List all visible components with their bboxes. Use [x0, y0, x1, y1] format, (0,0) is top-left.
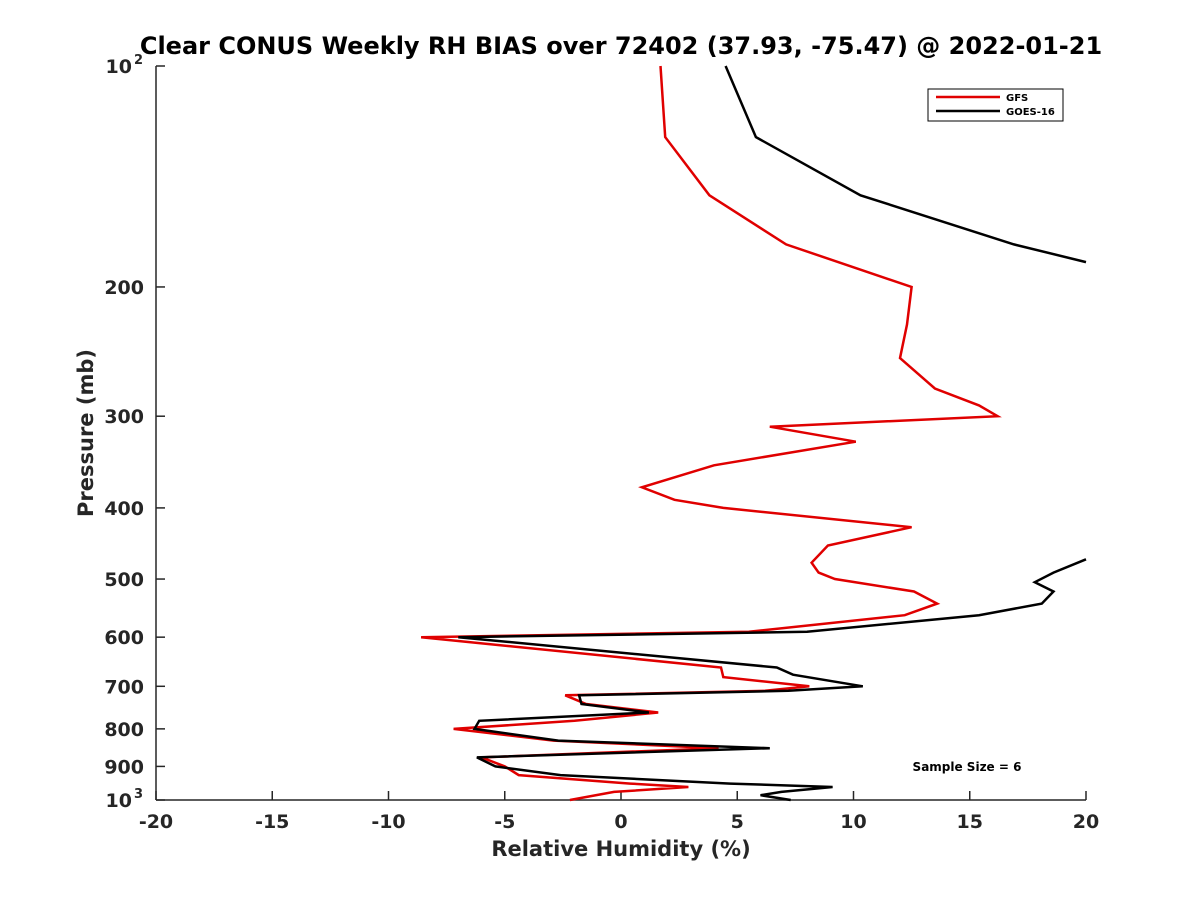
y-tick-label-0: 10 — [106, 56, 132, 78]
y-tick-label-6: 700 — [104, 676, 144, 698]
x-axis-label: Relative Humidity (%) — [491, 837, 750, 861]
x-tick-label-8: 20 — [1073, 811, 1099, 833]
y-tick-label-1: 200 — [104, 277, 144, 299]
x-tick-label-7: 15 — [957, 811, 983, 833]
legend-box — [927, 88, 1064, 122]
y-tick-label-9: 10 — [106, 790, 132, 812]
x-tick-label-1: -15 — [255, 811, 289, 833]
y-tick-label-8: 900 — [104, 756, 144, 778]
x-tick-label-2: -10 — [371, 811, 405, 833]
series-layer — [420, 65, 1087, 802]
y-tick-label-4: 500 — [104, 569, 144, 591]
series-line-gfs — [420, 65, 1002, 802]
x-tick-label-4: 0 — [614, 811, 627, 833]
x-tick-label-0: -20 — [139, 811, 173, 833]
y-tick-exponent-0: 2 — [134, 53, 143, 68]
series-line-goes16-segment-1 — [458, 558, 1087, 802]
x-tick-label-3: -5 — [494, 811, 515, 833]
x-tick-label-6: 10 — [840, 811, 866, 833]
legend-label-gfs: GFS — [1006, 93, 1028, 104]
legend: GFS GOES-16 — [927, 88, 1064, 122]
chart-title: Clear CONUS Weekly RH BIAS over 72402 (3… — [140, 32, 1102, 60]
y-tick-label-2: 300 — [104, 406, 144, 428]
y-axis-label: Pressure (mb) — [74, 349, 98, 517]
series-line-goes16 — [724, 65, 1087, 264]
x-tick-label-5: 5 — [731, 811, 744, 833]
sample-size-annotation: Sample Size = 6 — [913, 760, 1022, 774]
legend-label-goes16: GOES-16 — [1006, 107, 1055, 118]
y-tick-exponent-9: 3 — [134, 787, 143, 802]
y-tick-label-7: 800 — [104, 719, 144, 741]
y-tick-label-3: 400 — [104, 498, 144, 520]
y-tick-label-5: 600 — [104, 627, 144, 649]
